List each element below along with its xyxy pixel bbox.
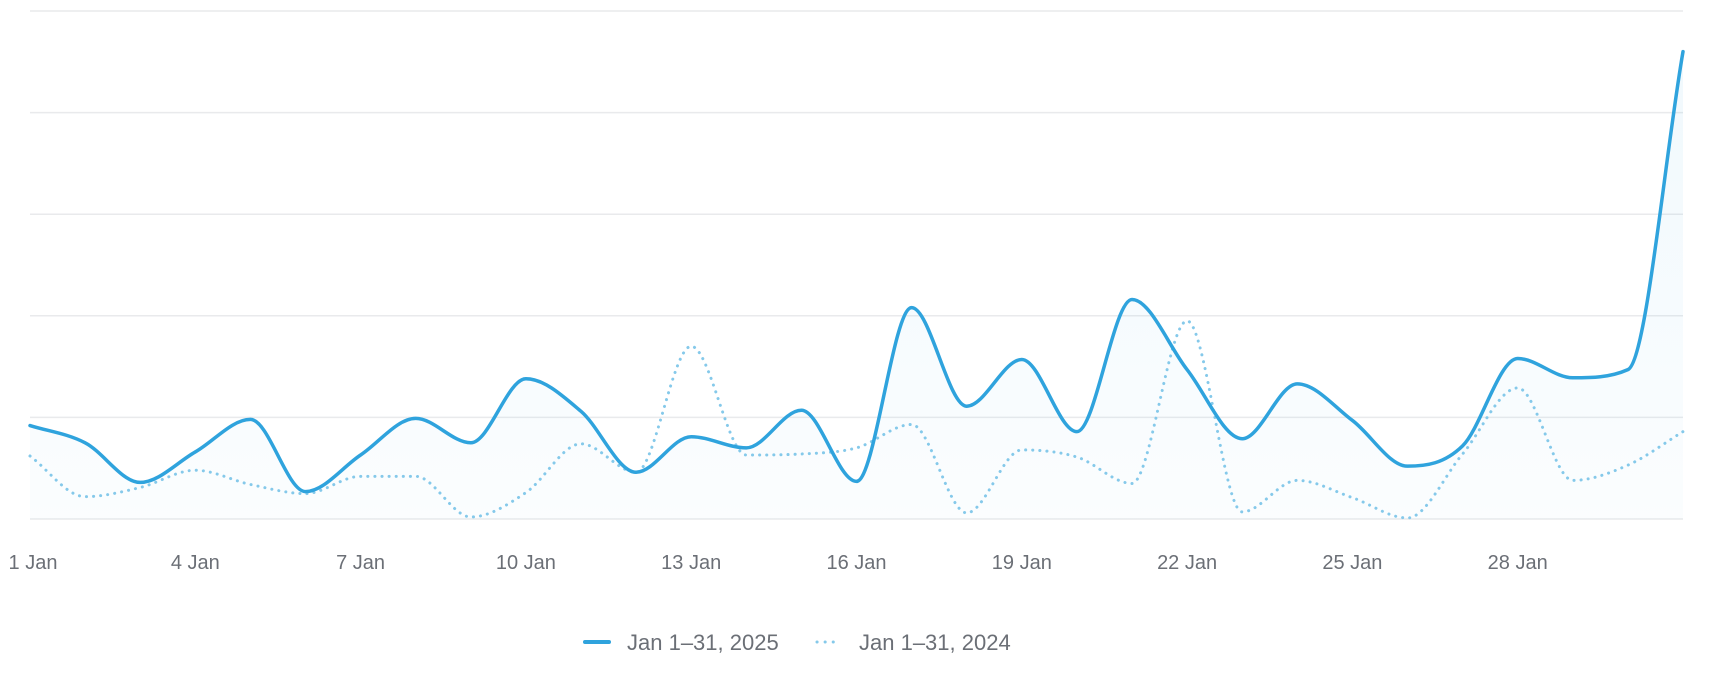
x-tick-label: 13 Jan [661, 552, 721, 574]
series-area-current [30, 51, 1683, 519]
x-tick-label: 4 Jan [171, 552, 220, 574]
x-tick-label: 1 Jan [9, 552, 58, 574]
x-tick-label: 25 Jan [1322, 552, 1382, 574]
x-tick-label: 22 Jan [1157, 552, 1217, 574]
x-tick-label: 28 Jan [1488, 552, 1548, 574]
x-tick-label: 7 Jan [336, 552, 385, 574]
x-tick-label: 10 Jan [496, 552, 556, 574]
x-tick-label: 16 Jan [826, 552, 886, 574]
legend: Jan 1–31, 2025 Jan 1–31, 2024 [583, 630, 1011, 655]
grid-lines [30, 10, 1683, 520]
legend-label-current: Jan 1–31, 2025 [627, 630, 779, 655]
x-axis-tick-labels: 1 Jan 4 Jan 7 Jan 10 Jan 13 Jan 16 Jan 19 Jan 2… [9, 552, 1548, 574]
legend-item-previous: Jan 1–31, 2024 [815, 630, 1011, 655]
legend-label-previous: Jan 1–31, 2024 [859, 630, 1011, 655]
x-tick-label: 19 Jan [992, 552, 1052, 574]
area-layer [30, 51, 1683, 519]
legend-item-current: Jan 1–31, 2025 [583, 630, 779, 655]
series-line-previous [28, 319, 1685, 520]
series-layer [28, 49, 1685, 520]
series-line-current [28, 49, 1685, 494]
